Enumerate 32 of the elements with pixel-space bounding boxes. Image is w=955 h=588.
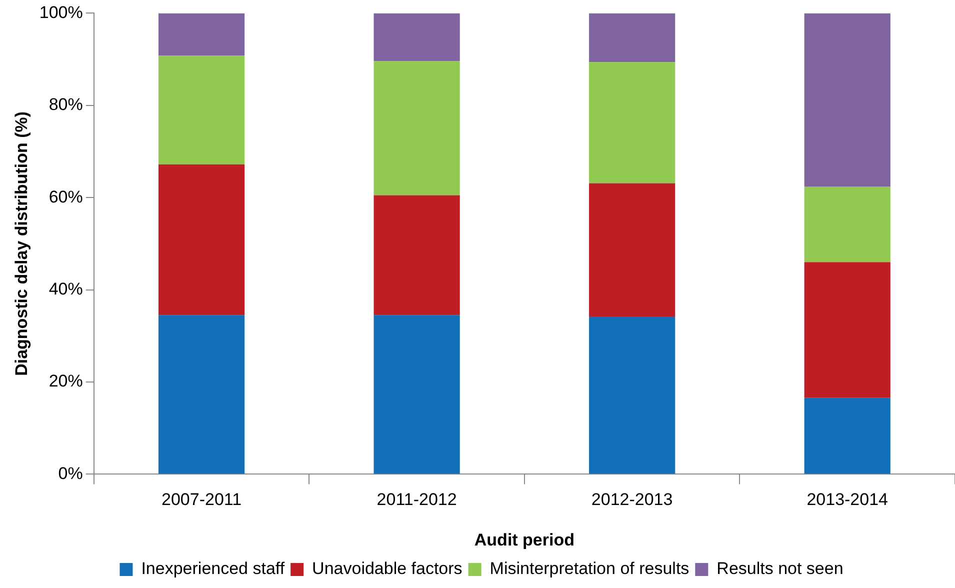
y-axis-title: Diagnostic delay distribution (%): [12, 111, 31, 376]
x-tick-label: 2013-2014: [806, 490, 888, 510]
y-tick-label: 0%: [58, 464, 83, 483]
bar: [589, 183, 676, 317]
bar: [374, 315, 460, 474]
bar: [158, 315, 245, 474]
bar: [804, 13, 890, 187]
bar: [589, 62, 676, 184]
bar: [804, 186, 890, 262]
bar: [158, 13, 245, 56]
legend-label: Unavoidable factors: [312, 559, 462, 578]
bar: [804, 398, 890, 474]
bar: [589, 316, 676, 474]
bar: [158, 56, 245, 164]
x-tick-label: 2011-2012: [376, 490, 457, 510]
x-tick-label: 2007-2011: [161, 490, 242, 510]
y-tick-label: 60%: [48, 187, 83, 206]
legend-label: Inexperienced staff: [141, 559, 285, 578]
bar: [589, 13, 676, 62]
bar: [158, 164, 245, 316]
y-tick-label: 20%: [48, 372, 83, 391]
legend-label: Results not seen: [716, 559, 844, 578]
x-axis-title: Audit period: [474, 530, 574, 550]
x-tick-label: 2012-2013: [591, 490, 673, 510]
legend-label: Misinterpretation of results: [490, 559, 690, 578]
y-tick-label: 100%: [39, 2, 83, 22]
bar: [804, 262, 890, 398]
bar: [374, 13, 460, 62]
bar: [374, 61, 460, 196]
bar: [374, 195, 460, 316]
y-tick-label: 80%: [48, 95, 83, 114]
y-tick-label: 40%: [48, 279, 83, 298]
